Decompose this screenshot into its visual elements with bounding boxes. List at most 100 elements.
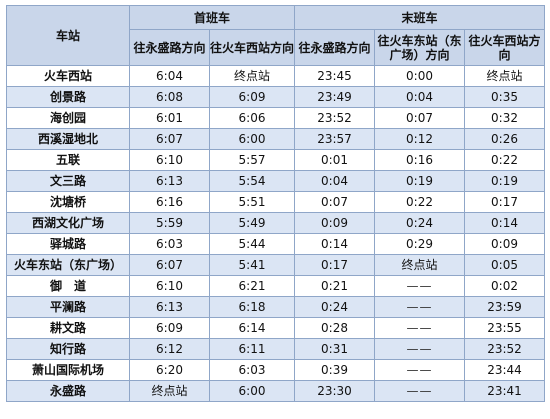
first-dir-yongshenglu: 往永盛路方向: [129, 29, 210, 66]
first-to-west-station-cell: 5:57: [208, 149, 296, 171]
first-to-yongshenglu-cell: 6:04: [129, 65, 210, 87]
last-dir-east-station: 往火车东站（东广场）方向: [374, 29, 466, 66]
last-to-yongshenglu-cell: 0:04: [294, 170, 376, 192]
table-row: 文三路 6:13 5:54 0:04 0:19 0:19: [6, 170, 546, 192]
last-to-east-station-cell: 0:24: [374, 212, 466, 234]
first-to-west-station-cell: 6:06: [208, 107, 296, 129]
last-to-west-station-cell: 0:09: [464, 233, 546, 255]
last-to-east-station-cell: ——: [374, 338, 466, 360]
first-to-yongshenglu-cell: 6:08: [129, 86, 210, 108]
first-to-yongshenglu-cell: 6:09: [129, 317, 210, 339]
last-to-east-station-cell: 0:04: [374, 86, 466, 108]
last-to-west-station-cell: 23:52: [464, 338, 546, 360]
table-row: 沈塘桥 6:16 5:51 0:07 0:22 0:17: [6, 191, 546, 213]
last-to-yongshenglu-cell: 0:14: [294, 233, 376, 255]
last-to-east-station-cell: 0:00: [374, 65, 466, 87]
last-to-yongshenglu-cell: 23:45: [294, 65, 376, 87]
timetable-header: 车站 首班车 末班车 往永盛路方向 往火车西站方向 往永盛路方向 往火车东站（东…: [6, 5, 546, 66]
first-to-west-station-cell: 6:00: [208, 128, 296, 150]
last-train-header: 末班车: [294, 5, 546, 30]
last-to-east-station-cell: 0:29: [374, 233, 466, 255]
first-to-yongshenglu-cell: 6:10: [129, 275, 210, 297]
first-to-west-station-cell: 6:11: [208, 338, 296, 360]
table-row: 萧山国际机场 6:20 6:03 0:39 —— 23:44: [6, 359, 546, 381]
table-row: 知行路 6:12 6:11 0:31 —— 23:52: [6, 338, 546, 360]
first-to-yongshenglu-cell: 终点站: [129, 380, 210, 402]
last-to-west-station-cell: 23:55: [464, 317, 546, 339]
last-dir-west-station: 往火车西站方向: [464, 29, 546, 66]
table-row: 火车西站 6:04 终点站 23:45 0:00 终点站: [6, 65, 546, 87]
last-to-west-station-cell: 0:05: [464, 254, 546, 276]
table-row: 永盛路 终点站 6:00 23:30 —— 23:41: [6, 380, 546, 402]
last-to-west-station-cell: 0:32: [464, 107, 546, 129]
last-to-west-station-cell: 0:19: [464, 170, 546, 192]
station-name-cell: 五联: [6, 149, 130, 171]
table-row: 驿城路 6:03 5:44 0:14 0:29 0:09: [6, 233, 546, 255]
first-to-yongshenglu-cell: 6:07: [129, 128, 210, 150]
last-to-yongshenglu-cell: 23:52: [294, 107, 376, 129]
first-to-west-station-cell: 5:51: [208, 191, 296, 213]
first-to-west-station-cell: 6:21: [208, 275, 296, 297]
last-to-yongshenglu-cell: 0:07: [294, 191, 376, 213]
first-to-yongshenglu-cell: 6:01: [129, 107, 210, 129]
first-train-header: 首班车: [128, 5, 296, 30]
first-to-yongshenglu-cell: 6:10: [129, 149, 210, 171]
timetable: 车站 首班车 末班车 往永盛路方向 往火车西站方向 往永盛路方向 往火车东站（东…: [6, 5, 546, 402]
last-to-west-station-cell: 0:14: [464, 212, 546, 234]
last-to-east-station-cell: 0:16: [374, 149, 466, 171]
table-row: 耕文路 6:09 6:14 0:28 —— 23:55: [6, 317, 546, 339]
table-row: 海创园 6:01 6:06 23:52 0:07 0:32: [6, 107, 546, 129]
last-to-yongshenglu-cell: 0:28: [294, 317, 376, 339]
first-to-west-station-cell: 终点站: [208, 65, 296, 87]
last-to-east-station-cell: ——: [374, 296, 466, 318]
last-to-yongshenglu-cell: 0:09: [294, 212, 376, 234]
station-name-cell: 耕文路: [6, 317, 130, 339]
first-to-west-station-cell: 5:49: [208, 212, 296, 234]
table-row: 御 道 6:10 6:21 0:21 —— 0:02: [6, 275, 546, 297]
first-to-west-station-cell: 6:18: [208, 296, 296, 318]
table-row: 火车东站（东广场） 6:07 5:41 0:17 终点站 0:05: [6, 254, 546, 276]
station-name-cell: 知行路: [6, 338, 130, 360]
last-to-yongshenglu-cell: 23:30: [294, 380, 376, 402]
last-to-west-station-cell: 0:26: [464, 128, 546, 150]
station-name-cell: 创景路: [6, 86, 130, 108]
first-to-west-station-cell: 6:00: [208, 380, 296, 402]
station-name-cell: 海创园: [6, 107, 130, 129]
last-to-west-station-cell: 23:59: [464, 296, 546, 318]
last-to-yongshenglu-cell: 23:57: [294, 128, 376, 150]
last-to-yongshenglu-cell: 0:01: [294, 149, 376, 171]
table-row: 创景路 6:08 6:09 23:49 0:04 0:35: [6, 86, 546, 108]
first-to-yongshenglu-cell: 6:12: [129, 338, 210, 360]
station-name-cell: 平澜路: [6, 296, 130, 318]
last-to-west-station-cell: 23:41: [464, 380, 546, 402]
last-to-west-station-cell: 0:35: [464, 86, 546, 108]
last-to-yongshenglu-cell: 0:39: [294, 359, 376, 381]
first-to-yongshenglu-cell: 6:16: [129, 191, 210, 213]
first-to-yongshenglu-cell: 6:03: [129, 233, 210, 255]
last-to-east-station-cell: ——: [374, 317, 466, 339]
last-to-east-station-cell: ——: [374, 359, 466, 381]
station-name-cell: 西湖文化广场: [6, 212, 130, 234]
first-to-west-station-cell: 6:14: [208, 317, 296, 339]
station-name-cell: 御 道: [6, 275, 130, 297]
last-to-east-station-cell: 0:07: [374, 107, 466, 129]
last-to-yongshenglu-cell: 0:31: [294, 338, 376, 360]
first-to-yongshenglu-cell: 5:59: [129, 212, 210, 234]
last-to-west-station-cell: 0:22: [464, 149, 546, 171]
last-dir-yongshenglu: 往永盛路方向: [294, 29, 376, 66]
last-to-west-station-cell: 0:17: [464, 191, 546, 213]
station-name-cell: 萧山国际机场: [6, 359, 130, 381]
last-to-east-station-cell: 0:22: [374, 191, 466, 213]
first-to-yongshenglu-cell: 6:20: [129, 359, 210, 381]
first-to-yongshenglu-cell: 6:13: [129, 170, 210, 192]
station-name-cell: 西溪湿地北: [6, 128, 130, 150]
last-to-east-station-cell: 终点站: [374, 254, 466, 276]
last-to-east-station-cell: ——: [374, 380, 466, 402]
first-to-west-station-cell: 6:03: [208, 359, 296, 381]
last-to-west-station-cell: 终点站: [464, 65, 546, 87]
first-to-west-station-cell: 5:54: [208, 170, 296, 192]
last-to-yongshenglu-cell: 0:24: [294, 296, 376, 318]
last-to-yongshenglu-cell: 0:21: [294, 275, 376, 297]
first-to-west-station-cell: 5:41: [208, 254, 296, 276]
